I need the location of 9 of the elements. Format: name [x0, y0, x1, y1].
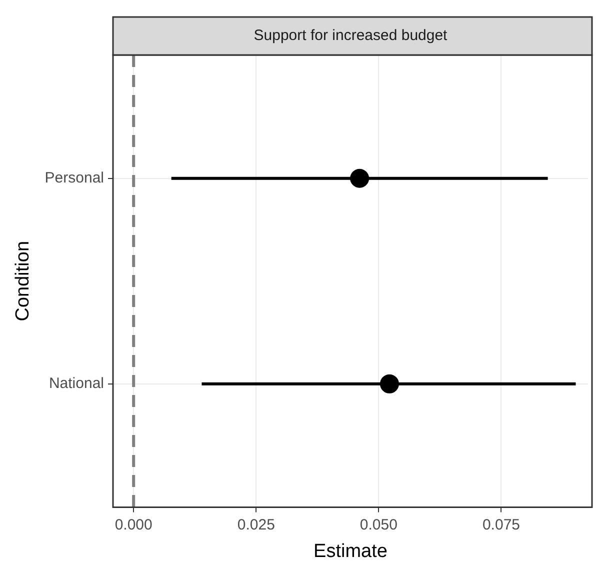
- x-tick-label: 0.075: [482, 516, 520, 534]
- y-axis-title: Condition: [12, 240, 34, 322]
- chart-title: Support for increased budget: [254, 27, 448, 44]
- y-tick-label: Personal: [44, 169, 104, 186]
- x-tick-label: 0.050: [360, 516, 398, 534]
- y-tick-label: National: [48, 375, 104, 392]
- x-tick-label: 0.000: [114, 516, 152, 534]
- x-tick-label: 0.025: [237, 516, 275, 534]
- x-axis-title: Estimate: [314, 540, 388, 562]
